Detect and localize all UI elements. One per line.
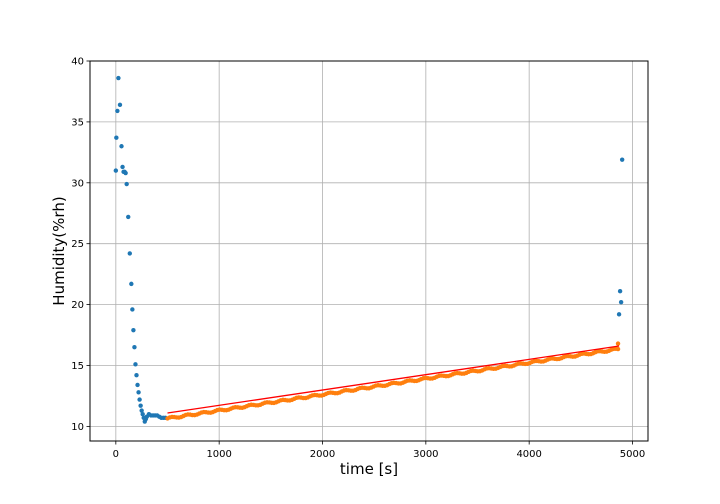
y-tick-label: 25	[71, 239, 84, 250]
y-tick-label: 20	[71, 300, 84, 311]
blue-data-point	[129, 281, 134, 287]
blue-data-point	[136, 390, 141, 395]
blue-data-point	[139, 408, 144, 413]
blue-data-point	[126, 214, 131, 220]
blue-data-point	[114, 135, 119, 140]
plot-data	[113, 75, 625, 424]
ticks: 0 1000 2000 3000 4000 5000 10 15 20 25 30 35 40	[71, 57, 645, 461]
blue-data-point	[130, 307, 135, 312]
blue-data-point	[116, 75, 121, 81]
x-tick-label: 4000	[516, 449, 541, 460]
blue-data-point	[617, 288, 623, 294]
blue-data-point	[124, 181, 129, 187]
blue-data-point	[119, 144, 124, 149]
blue-data-point	[619, 157, 625, 162]
orange-data-point	[615, 341, 621, 346]
x-tick-label: 2000	[310, 449, 335, 460]
x-tick-label: 3000	[413, 449, 438, 460]
blue-data-point	[132, 345, 137, 350]
y-tick-label: 40	[71, 57, 84, 68]
x-tick-label: 5000	[620, 449, 645, 460]
y-tick-label: 35	[71, 117, 84, 128]
y-tick-label: 30	[71, 178, 84, 189]
blue-data-point	[135, 382, 140, 388]
x-axis-label: time [s]	[340, 460, 398, 478]
fit-line	[167, 345, 620, 414]
blue-data-point	[123, 170, 128, 176]
blue-data-point	[120, 164, 125, 170]
y-tick-label: 15	[71, 361, 84, 372]
blue-data-point	[140, 412, 145, 417]
x-tick-label: 0	[113, 449, 119, 460]
blue-data-point	[616, 312, 622, 317]
y-axis-label: Humidity(%rh)	[50, 196, 68, 305]
blue-data-point	[127, 251, 132, 256]
blue-data-point	[134, 373, 139, 378]
orange-data-point	[615, 346, 621, 352]
blue-data-point	[131, 327, 136, 333]
blue-data-point	[113, 168, 119, 173]
blue-data-point	[138, 403, 143, 408]
blue-data-point	[133, 362, 138, 367]
axes-frame	[89, 60, 649, 442]
x-tick-label: 1000	[206, 449, 231, 460]
y-tick-label: 10	[71, 422, 84, 433]
blue-data-point	[137, 397, 142, 402]
blue-data-point	[117, 102, 123, 108]
blue-data-point	[618, 299, 624, 305]
blue-data-point	[115, 108, 120, 114]
